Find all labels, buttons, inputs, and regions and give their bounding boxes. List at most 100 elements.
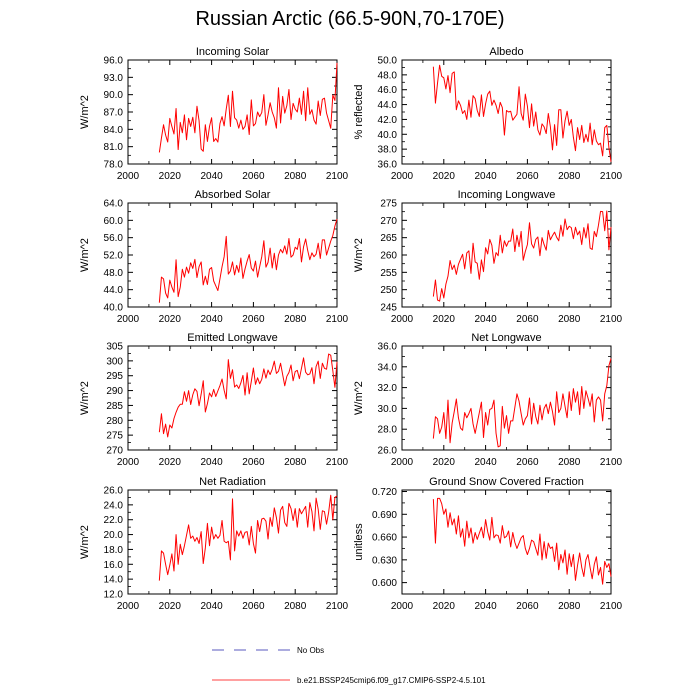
panel-1-ytick-label: 90.0 [104,90,124,101]
panel-2-ytick-label: 46.0 [378,85,398,96]
panel-4-ytick-label: 275 [380,199,397,210]
panel-7-title: Net Radiation [199,476,266,488]
panel-2-series-line [432,64,612,162]
panel-5-ytick-label: 295 [106,371,123,382]
figure-title: Russian Arctic (66.5-90N,70-170E) [195,8,505,30]
panel-7-series-line [158,494,338,581]
panel-6-ytick-label: 30.0 [378,404,398,415]
panel-2-ylabel: % reflected [353,84,365,139]
panel-8-ylabel: unitless [353,523,365,561]
panel-5-ytick-label: 300 [106,356,123,367]
panel-4-xtick-label: 2000 [391,314,414,325]
panel-2-ytick-label: 38.0 [378,145,398,156]
panel-2-xtick-label: 2080 [558,171,581,182]
panel-1-title: Incoming Solar [196,46,270,58]
panel-4-xtick-label: 2020 [433,314,456,325]
panel-2-xtick-label: 2060 [516,171,539,182]
panel-5-xtick-label: 2040 [200,457,223,468]
panel-1-ytick-label: 93.0 [104,73,124,84]
panel-3-title: Absorbed Solar [195,189,271,201]
panel-8-ytick-label: 0.720 [372,487,397,498]
panel-4-xtick-label: 2040 [474,314,497,325]
panel-5-xtick-label: 2100 [326,457,349,468]
panel-3-ytick-label: 40.0 [104,303,124,314]
panel-4-ytick-label: 270 [380,216,397,227]
panel-6-xtick-label: 2060 [516,457,539,468]
panel-7-xtick-label: 2100 [326,601,349,612]
panel-2-xtick-label: 2100 [600,171,623,182]
panel-8-xtick-label: 2080 [558,601,581,612]
panel-6-ytick-label: 28.0 [378,425,398,436]
panel-8-xtick-label: 2040 [474,601,497,612]
panel-4-frame [401,202,612,308]
panel-6-title: Net Longwave [471,332,541,344]
panel-5-xtick-label: 2020 [159,457,182,468]
panel-5-ytick-label: 270 [106,446,123,457]
panel-8-xtick-label: 2020 [433,601,456,612]
panel-4-xtick-label: 2060 [516,314,539,325]
panel-7-xtick-label: 2080 [284,601,307,612]
panel-1-ytick-label: 96.0 [104,56,124,67]
panel-3-ytick-label: 48.0 [104,268,124,279]
panel-3-ytick-label: 56.0 [104,233,124,244]
panel-1-ytick-label: 84.0 [104,125,124,136]
panel-7-xtick-label: 2060 [242,601,265,612]
panel-2-ytick-label: 40.0 [378,130,398,141]
panel-4-xtick-label: 2100 [600,314,623,325]
panel-7-ytick-label: 16.0 [104,560,124,571]
panel-5-ytick-label: 290 [106,386,123,397]
panel-8-xtick-label: 2000 [391,601,414,612]
panel-2-ytick-label: 48.0 [378,70,398,81]
panel-2-title: Albedo [489,46,523,58]
panel-5-ytick-label: 275 [106,431,123,442]
panel-4-ylabel: W/m^2 [353,238,365,272]
panel-6-xtick-label: 2000 [391,457,414,468]
panel-3-xtick-label: 2080 [284,314,307,325]
panel-1-xtick-label: 2080 [284,171,307,182]
panel-4-series-line [432,210,612,302]
panel-8-ytick-label: 0.600 [372,578,397,589]
panel-5-xtick-label: 2060 [242,457,265,468]
panel-7-ytick-label: 12.0 [104,590,124,601]
panel-5-xtick-label: 2080 [284,457,307,468]
panel-3-xtick-label: 2000 [117,314,140,325]
panel-4-ytick-label: 245 [380,303,397,314]
panel-2-xtick-label: 2000 [391,171,414,182]
panel-7-xtick-label: 2020 [159,601,182,612]
panel-3-xtick-label: 2020 [159,314,182,325]
panel-5-frame [127,345,338,451]
panel-2-xtick-label: 2020 [433,171,456,182]
panel-1-xtick-label: 2060 [242,171,265,182]
panel-4-ytick-label: 265 [380,233,397,244]
panel-3-xtick-label: 2100 [326,314,349,325]
panel-6-ytick-label: 26.0 [378,446,398,457]
panel-2-ytick-label: 50.0 [378,56,398,67]
panel-3-ytick-label: 64.0 [104,199,124,210]
panel-6-ytick-label: 36.0 [378,342,398,353]
panel-8-ytick-label: 0.690 [372,510,397,521]
panel-4-xtick-label: 2080 [558,314,581,325]
panel-6-xtick-label: 2020 [433,457,456,468]
panel-1-ytick-label: 87.0 [104,108,124,119]
panel-6-xtick-label: 2080 [558,457,581,468]
panel-1-frame [127,59,338,165]
panel-1-xtick-label: 2100 [326,171,349,182]
panel-2-ytick-label: 42.0 [378,115,398,126]
panel-8-ytick-label: 0.660 [372,533,397,544]
panel-3-ytick-label: 60.0 [104,216,124,227]
panel-3-ytick-label: 52.0 [104,251,124,262]
panel-6-xtick-label: 2040 [474,457,497,468]
panel-8-xtick-label: 2060 [516,601,539,612]
panel-1-xtick-label: 2020 [159,171,182,182]
panel-2-ytick-label: 36.0 [378,160,398,171]
panel-5-ylabel: W/m^2 [79,381,91,415]
panel-4-title: Incoming Longwave [458,189,556,201]
panel-3-ytick-label: 44.0 [104,285,124,296]
panel-3-xtick-label: 2040 [200,314,223,325]
panel-7-xtick-label: 2000 [117,601,140,612]
panel-1-xtick-label: 2000 [117,171,140,182]
panel-7-ytick-label: 24.0 [104,500,124,511]
panel-7-ylabel: W/m^2 [79,525,91,559]
panel-3-series-line [158,218,338,303]
